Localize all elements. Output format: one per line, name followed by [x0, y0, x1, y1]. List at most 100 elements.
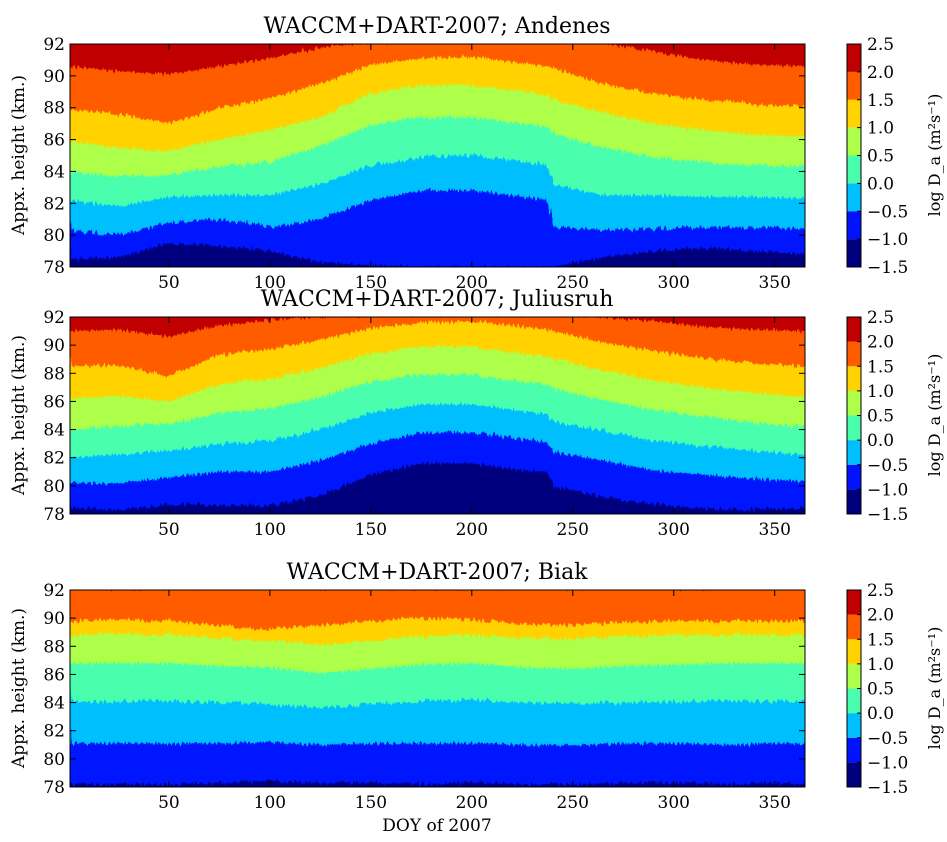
x-axis-label: DOY of 2007	[382, 816, 491, 836]
colorbar-segment	[847, 489, 861, 514]
y-axis: 78 80 82 84 86 88 90 92	[43, 581, 805, 798]
colorbar-segment	[847, 71, 861, 100]
colorbar-label: log D_a (m²s⁻¹)	[925, 627, 944, 750]
colorbar-segment	[847, 211, 861, 240]
colorbar-segment	[847, 663, 861, 689]
x-tick-label: 250	[557, 273, 589, 293]
colorbar-tick-label: −1.5	[867, 505, 908, 525]
x-tick-label: 200	[456, 793, 488, 813]
colorbar-tick-label: −1.0	[867, 230, 908, 250]
colorbar-segment	[847, 317, 861, 342]
y-axis: 78 80 82 84 86 88 90 92	[43, 35, 805, 278]
contour-band	[70, 590, 805, 630]
colorbar-tick-label: 0.0	[867, 431, 894, 451]
colorbar-tick-label: −0.5	[867, 729, 908, 749]
colorbar-tick-label: 1.0	[867, 119, 894, 139]
y-tick-label: 88	[43, 99, 65, 119]
x-tick-label: 50	[158, 793, 180, 813]
colorbar-segment	[847, 390, 861, 416]
colorbar-segment	[847, 440, 861, 465]
x-tick-label: 300	[658, 273, 690, 293]
colorbar-tick-label: 0.0	[867, 704, 894, 724]
x-axis: 50 100 150 200 250 300 350	[158, 590, 791, 813]
y-tick-label: 80	[43, 226, 65, 246]
colorbar-tick-label: −1.0	[867, 480, 908, 500]
x-tick-label: 250	[557, 793, 589, 813]
contour-band	[70, 317, 805, 376]
colorbar: 2.5 2.0 1.5 1.0 0.5 0.0 −0.5 −1.0 −1.5	[846, 35, 908, 278]
colorbar: 2.5 2.0 1.5 1.0 0.5 0.0 −0.5 −1.0 −1.5	[846, 581, 908, 798]
y-tick-label: 86	[43, 392, 65, 412]
colorbar-tick-label: 2.0	[867, 606, 894, 626]
colorbar-segment	[847, 366, 861, 391]
y-tick-label: 82	[43, 449, 65, 469]
colorbar-segment	[847, 239, 861, 267]
colorbar: 2.5 2.0 1.5 1.0 0.5 0.0 −0.5 −1.0 −1.5	[846, 308, 908, 525]
panel-juliusruh: WACCM+DART-2007; Juliusruh 50 100 150 200 25…	[9, 287, 944, 540]
colorbar-segment	[847, 183, 861, 212]
panel-title: WACCM+DART-2007; Andenes	[263, 14, 610, 39]
colorbar-tick-label: 2.5	[867, 308, 894, 328]
colorbar-tick-label: −1.5	[867, 778, 908, 798]
colorbar-segment	[847, 590, 861, 615]
colorbar-segment	[847, 155, 861, 184]
colorbar-label: log D_a (m²s⁻¹)	[925, 94, 944, 217]
colorbar-segment	[847, 762, 861, 787]
plot-frame	[69, 43, 806, 268]
panel-andenes: WACCM+DART-2007; Andenes 50 100 150 200 250 3…	[9, 14, 944, 293]
colorbar-tick-label: 0.5	[867, 147, 894, 167]
colorbar-tick-label: 0.0	[867, 174, 894, 194]
colorbar-segment	[847, 341, 861, 367]
y-tick-label: 80	[43, 750, 65, 770]
y-tick-label: 90	[43, 67, 65, 87]
y-tick-label: 88	[43, 364, 65, 384]
y-tick-label: 90	[43, 336, 65, 356]
plot-frame	[69, 316, 806, 515]
y-axis-label: Appx. height (km.)	[9, 608, 29, 769]
colorbar-tick-label: −0.5	[867, 456, 908, 476]
x-axis: 50 100 150 200 250 300 350	[158, 44, 791, 293]
y-tick-label: 82	[43, 722, 65, 742]
x-tick-label: 150	[355, 520, 387, 540]
y-tick-label: 78	[43, 505, 65, 525]
y-tick-label: 78	[43, 258, 65, 278]
colorbar-tick-label: 1.5	[867, 357, 894, 377]
y-tick-label: 82	[43, 194, 65, 214]
y-tick-label: 86	[43, 131, 65, 151]
y-axis-label: Appx. height (km.)	[9, 335, 29, 496]
colorbar-tick-label: 2.5	[867, 581, 894, 601]
colorbar-segment	[847, 464, 861, 490]
x-tick-label: 100	[254, 273, 286, 293]
plot-frame	[69, 589, 806, 788]
x-tick-label: 100	[254, 520, 286, 540]
colorbar-segment	[847, 639, 861, 664]
colorbar-tick-label: 2.5	[867, 35, 894, 55]
colorbar-segment	[847, 713, 861, 738]
colorbar-tick-label: 0.5	[867, 680, 894, 700]
x-tick-label: 150	[355, 793, 387, 813]
colorbar-tick-label: −1.5	[867, 258, 908, 278]
colorbar-segment	[847, 737, 861, 763]
x-axis: 50 100 150 200 250 300 350	[158, 317, 791, 540]
y-tick-label: 92	[43, 308, 65, 328]
y-tick-label: 80	[43, 477, 65, 497]
x-tick-label: 300	[658, 793, 690, 813]
x-tick-label: 200	[456, 273, 488, 293]
colorbar-tick-label: 1.0	[867, 655, 894, 675]
panel-title: WACCM+DART-2007; Juliusruh	[261, 287, 614, 312]
colorbar-segment	[847, 99, 861, 128]
colorbar-tick-label: 1.0	[867, 382, 894, 402]
x-tick-label: 50	[158, 520, 180, 540]
contour-plot	[70, 44, 805, 267]
x-tick-label: 350	[758, 273, 790, 293]
y-axis: 78 80 82 84 86 88 90 92	[43, 308, 805, 525]
y-tick-label: 84	[43, 162, 65, 182]
colorbar-segment	[847, 127, 861, 156]
contour-plot	[70, 590, 805, 787]
y-tick-label: 92	[43, 35, 65, 55]
y-tick-label: 88	[43, 637, 65, 657]
colorbar-segment	[847, 415, 861, 441]
colorbar-segment	[847, 614, 861, 640]
colorbar-label: log D_a (m²s⁻¹)	[925, 354, 944, 477]
colorbar-tick-label: −0.5	[867, 202, 908, 222]
